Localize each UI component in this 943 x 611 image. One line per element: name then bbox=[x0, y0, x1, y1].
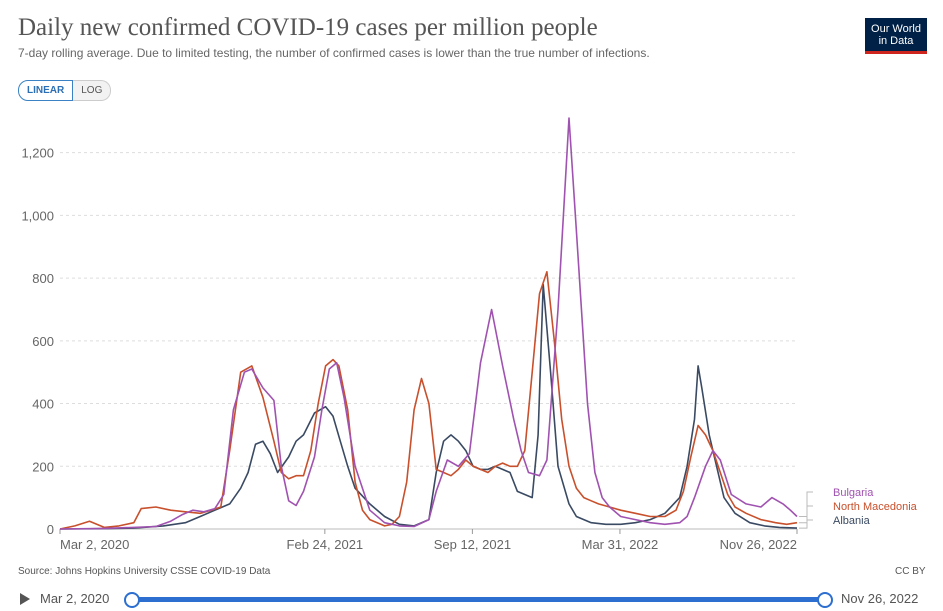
series-lines bbox=[59, 117, 798, 530]
y-tick-label: 1,000 bbox=[21, 208, 54, 223]
timeline-end-handle[interactable] bbox=[817, 592, 833, 608]
series-line-bulgaria bbox=[59, 117, 798, 530]
play-icon[interactable] bbox=[20, 593, 30, 605]
label-connector bbox=[799, 491, 813, 517]
timeline: Mar 2, 2020 Nov 26, 2022 bbox=[0, 588, 943, 611]
y-tick-label: 800 bbox=[32, 271, 54, 286]
y-tick-label: 400 bbox=[32, 397, 54, 412]
y-tick-label: 0 bbox=[47, 522, 54, 537]
series-labels: Bulgaria North Macedonia Albania bbox=[799, 487, 918, 529]
series-line-north-macedonia bbox=[59, 271, 798, 530]
timeline-start-handle[interactable] bbox=[124, 592, 140, 608]
scale-toggle: LINEAR LOG bbox=[18, 80, 112, 101]
timeline-track[interactable] bbox=[132, 597, 824, 602]
x-tick-label: Mar 2, 2020 bbox=[60, 537, 129, 552]
source-note[interactable]: Source: Johns Hopkins University CSSE CO… bbox=[18, 566, 271, 577]
license-label[interactable]: CC BY bbox=[895, 566, 926, 577]
logo-line2: in Data bbox=[878, 35, 914, 47]
x-tick-label: Sep 12, 2021 bbox=[434, 537, 511, 552]
timeline-end-label: Nov 26, 2022 bbox=[841, 591, 919, 606]
grid-lines bbox=[60, 152, 797, 530]
y-tick-label: 200 bbox=[32, 459, 54, 474]
x-tick-label: Mar 31, 2022 bbox=[582, 537, 659, 552]
x-axis-ticks: Mar 2, 2020 Feb 24, 2021 Sep 12, 2021 Mar 3… bbox=[59, 529, 798, 552]
timeline-start-label: Mar 2, 2020 bbox=[40, 591, 110, 606]
x-tick-label: Nov 26, 2022 bbox=[720, 537, 797, 552]
series-label: Albania bbox=[833, 515, 871, 527]
chart-title: Daily new confirmed COVID-19 cases per m… bbox=[18, 14, 598, 41]
y-tick-label: 1,200 bbox=[21, 146, 54, 161]
series-label: Bulgaria bbox=[833, 487, 874, 499]
logo-line1: Our World bbox=[871, 23, 921, 35]
linear-scale-button[interactable]: LINEAR bbox=[18, 80, 74, 101]
label-connector bbox=[799, 519, 813, 529]
series-label: North Macedonia bbox=[833, 501, 918, 513]
log-scale-button[interactable]: LOG bbox=[73, 80, 112, 101]
y-tick-label: 600 bbox=[32, 334, 54, 349]
y-axis-ticks: 0 200 400 600 800 1,000 1,200 bbox=[21, 146, 54, 537]
chart-subtitle: 7-day rolling average. Due to limited te… bbox=[18, 46, 650, 60]
x-tick-label: Feb 24, 2021 bbox=[287, 537, 364, 552]
label-connector bbox=[799, 505, 813, 524]
owid-logo[interactable]: Our World in Data bbox=[865, 18, 927, 54]
